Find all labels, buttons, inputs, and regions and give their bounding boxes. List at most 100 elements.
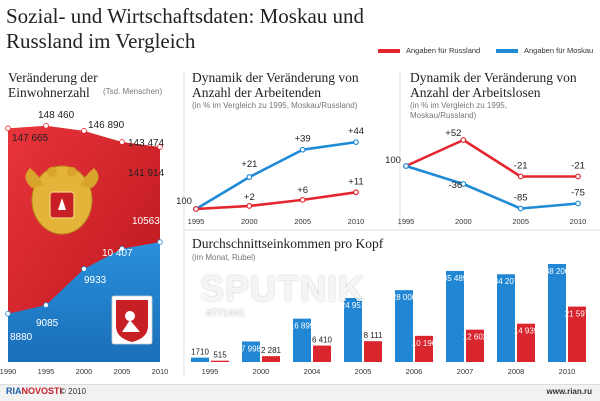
- legend-russia: Angaben für Russland: [378, 46, 480, 55]
- moscow-population-point: [5, 311, 11, 317]
- series-point: [460, 181, 467, 187]
- page-title: Sozial- und Wirtschaftsdaten: Moskau und…: [6, 4, 365, 53]
- series-line: [195, 190, 357, 211]
- brand-ria: RIA: [6, 386, 22, 396]
- legend-moscow-swatch: [496, 48, 518, 53]
- series-value-label: -21: [514, 161, 528, 172]
- legend-russia-swatch: [378, 48, 400, 53]
- legend-russia-label: Angaben für Russland: [406, 46, 481, 55]
- series-value-label: -85: [514, 193, 528, 204]
- year-tick: 2010: [348, 217, 365, 226]
- russia-income-label: 8 111: [364, 331, 383, 340]
- series-point: [403, 163, 409, 169]
- series-point: [193, 206, 199, 212]
- moscow-population-label: 9085: [36, 318, 59, 329]
- series-point: [517, 205, 524, 212]
- russia-income-bar: [415, 335, 433, 362]
- income-year-tick: 1995: [202, 367, 219, 376]
- moscow-income-bar: [344, 297, 362, 362]
- population-year-tick: 2005: [114, 367, 131, 376]
- panel1-title: Veränderung der Einwohnerzahl: [8, 70, 98, 100]
- moscow-income-bar: [446, 270, 464, 362]
- site-link[interactable]: www.rian.ru: [546, 387, 593, 396]
- russia-population-label: 143 474: [128, 138, 165, 149]
- panel4-subtitle: (im Monat, Rubel): [192, 253, 256, 262]
- income-year-tick: 2008: [508, 367, 525, 376]
- russia-population-point: [5, 125, 11, 132]
- year-tick: 2010: [570, 217, 587, 226]
- series-value-label: -36: [448, 180, 462, 191]
- moscow-population-label: 10563: [132, 216, 160, 227]
- series-line: [195, 140, 357, 211]
- russia-income-bar: [262, 356, 280, 362]
- russia-income-label: 21 597: [565, 310, 590, 319]
- population-year-tick: 2010: [152, 367, 169, 376]
- series-point: [299, 196, 306, 203]
- russia-income-bar: [568, 306, 586, 362]
- moscow-population-point: [81, 266, 87, 272]
- series-value-label: +52: [445, 128, 461, 139]
- series-point: [353, 139, 359, 146]
- brand-novosti: NOVOSTI: [21, 386, 63, 396]
- moscow-population-label: 10 407: [102, 248, 133, 259]
- russia-income-label: 515: [213, 351, 227, 360]
- moscow-coat-of-arms-emblem: [111, 295, 153, 345]
- series-line: [405, 138, 578, 178]
- moscow-population-point: [157, 239, 163, 245]
- moscow-income-bar: [242, 341, 260, 362]
- series-value-label: +39: [295, 134, 311, 145]
- russia-income-label: 6 410: [312, 336, 333, 345]
- moscow-income-bar: [548, 264, 566, 362]
- moscow-income-label: 35 489: [443, 274, 468, 283]
- moscow-income-bar: [395, 290, 413, 362]
- legend-moscow-label: Angaben für Moskau: [524, 46, 594, 55]
- copyright: © 2010: [60, 387, 86, 396]
- moscow-population-point: [119, 245, 125, 252]
- russia-income-bar: [466, 329, 484, 362]
- moscow-income-bar: [293, 318, 311, 362]
- series-value-label: +2: [244, 192, 255, 203]
- base-value-label: 100: [176, 196, 192, 207]
- year-tick: 2000: [241, 217, 258, 226]
- moscow-income-label: 38 200: [545, 267, 570, 276]
- year-tick: 1995: [398, 217, 415, 226]
- russia-population-point: [157, 144, 163, 150]
- russia-population-label: 147 665: [12, 133, 49, 144]
- moscow-income-label: 7 998: [241, 344, 262, 353]
- series-point: [517, 173, 524, 180]
- russia-population-label: 148 460: [38, 110, 75, 121]
- panel4-title: Durchschnittseinkommen pro Kopf: [192, 236, 384, 251]
- russia-income-label: 2 281: [261, 346, 282, 355]
- moscow-income-label: 1710: [191, 348, 209, 357]
- employment-chart: +21 +39 +44 +2 +6 +11 100 1995 2000 2005 2010: [176, 126, 364, 226]
- watermark-id: #771441: [206, 308, 245, 319]
- series-point: [575, 173, 581, 180]
- year-tick: 1995: [188, 217, 205, 226]
- moscow-income-label: 28 000: [392, 293, 417, 302]
- series-point: [299, 146, 306, 153]
- moscow-income-label: 16 899: [290, 322, 315, 331]
- income-year-tick: 2004: [304, 367, 321, 376]
- income-chart: 1710 515 1995 7 998 2 281 2000 16 899 6 410 2004…: [191, 264, 590, 376]
- ria-novosti-logo: RIANOVOSTI: [6, 386, 62, 396]
- panel2-title: Dynamik der Veränderung von Anzahl der A…: [192, 70, 359, 100]
- russia-income-bar: [313, 345, 331, 362]
- base-value-label: 100: [385, 155, 401, 166]
- moscow-income-bar: [497, 274, 515, 362]
- moscow-income-label: 24 951: [341, 301, 366, 310]
- series-value-label: -21: [571, 161, 585, 172]
- series-value-label: -75: [571, 188, 585, 199]
- income-year-tick: 2006: [406, 367, 423, 376]
- panel3-title: Dynamik der Veränderung von Anzahl der A…: [410, 70, 577, 100]
- watermark-text: SPUTNIK: [200, 268, 366, 309]
- panel2-subtitle: (in % im Vergleich zu 1995, Moskau/Russl…: [192, 101, 358, 110]
- unemployment-chart: +52 -21 -21 -36 -85 -75 100 1995 2000 2005 2010: [385, 128, 586, 226]
- population-year-tick: 1995: [38, 367, 55, 376]
- russia-income-label: 14 939: [514, 327, 539, 336]
- income-year-tick: 2005: [355, 367, 372, 376]
- income-year-tick: 2000: [253, 367, 270, 376]
- year-tick: 2005: [512, 217, 529, 226]
- income-year-tick: 2007: [457, 367, 474, 376]
- russia-income-label: 12 602: [463, 333, 488, 342]
